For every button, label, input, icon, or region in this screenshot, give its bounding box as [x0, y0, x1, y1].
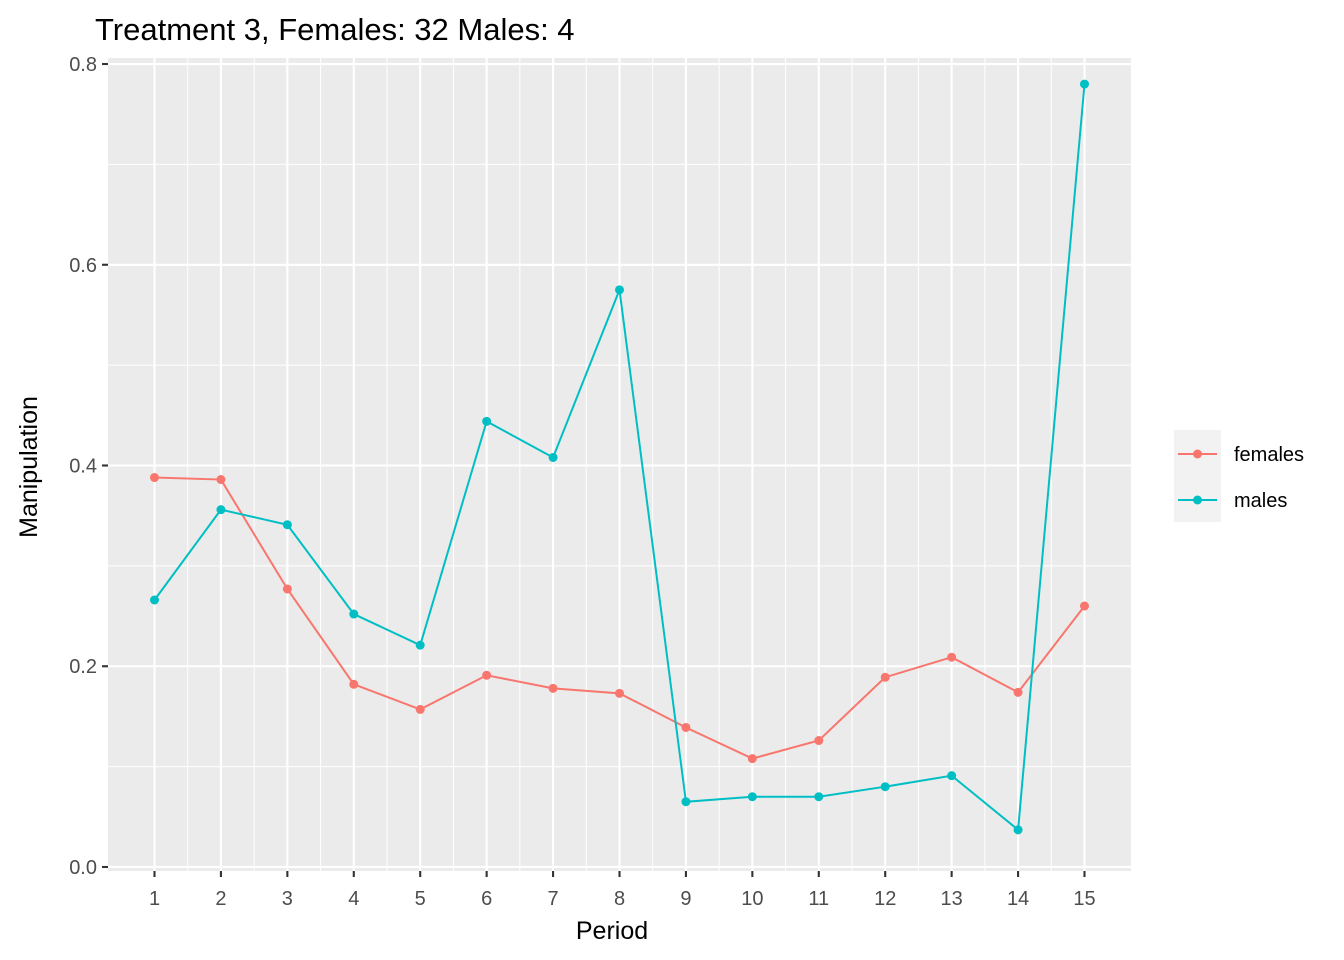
x-tick-label: 2 — [215, 888, 226, 910]
x-tick-label: 12 — [874, 888, 896, 910]
data-point-females — [282, 584, 292, 594]
data-point-females — [1013, 687, 1023, 697]
data-point-males — [216, 505, 226, 515]
y-axis: 0.0 0.2 0.4 0.6 0.8 — [69, 54, 108, 879]
y-tick-label: 0.0 — [69, 857, 97, 879]
legend-key-point-males — [1193, 495, 1202, 505]
grid — [108, 58, 1131, 871]
data-point-females — [947, 652, 957, 662]
data-point-males — [482, 416, 492, 426]
x-tick-label: 9 — [680, 888, 691, 910]
y-tick-label: 0.4 — [69, 456, 97, 478]
data-point-males — [1013, 825, 1023, 835]
x-tick-label: 8 — [614, 888, 625, 910]
data-point-females — [880, 672, 890, 682]
y-tick-label: 0.2 — [69, 656, 97, 678]
x-tick-label: 3 — [282, 888, 293, 910]
data-point-males — [1080, 79, 1089, 89]
data-point-males — [282, 520, 292, 530]
x-axis-title: Period — [576, 917, 648, 945]
legend-key-point-females — [1193, 449, 1202, 459]
data-point-males — [615, 285, 624, 295]
data-point-males — [349, 609, 359, 619]
x-tick-label: 13 — [941, 888, 963, 910]
legend-key-background — [1174, 430, 1221, 522]
data-point-males — [747, 792, 757, 802]
y-tick-label: 0.6 — [69, 255, 97, 277]
data-point-females — [415, 704, 425, 714]
chart-title: Treatment 3, Females: 32 Males: 4 — [95, 12, 575, 47]
x-tick-label: 7 — [548, 888, 559, 910]
data-point-males — [814, 792, 824, 802]
x-tick-label: 6 — [481, 888, 492, 910]
data-point-males — [681, 797, 691, 807]
data-point-females — [681, 722, 691, 732]
x-tick-label: 10 — [741, 888, 763, 910]
data-point-females — [615, 688, 624, 698]
data-point-females — [150, 473, 159, 483]
data-point-males — [415, 640, 425, 650]
data-point-females — [1080, 601, 1089, 611]
x-tick-label: 5 — [415, 888, 426, 910]
data-point-males — [548, 452, 558, 462]
x-tick-label: 15 — [1073, 888, 1095, 910]
data-point-females — [548, 683, 558, 693]
data-point-females — [216, 475, 226, 485]
y-axis-title: Manipulation — [15, 396, 43, 538]
data-point-males — [150, 595, 159, 605]
data-point-males — [947, 771, 957, 781]
x-tick-label: 11 — [808, 888, 829, 910]
data-point-females — [747, 754, 757, 764]
data-point-females — [814, 736, 824, 746]
series-points — [150, 79, 1089, 835]
x-tick-label: 4 — [348, 888, 359, 910]
x-axis: 1 2 3 4 5 6 7 8 9 10 11 12 13 14 15 — [149, 871, 1096, 910]
x-tick-label: 14 — [1007, 888, 1029, 910]
x-tick-label: 1 — [149, 888, 160, 910]
legend-label-females: females — [1234, 444, 1304, 466]
data-point-males — [880, 782, 890, 792]
legend: females males — [1174, 430, 1304, 522]
data-point-females — [482, 670, 492, 680]
legend-label-males: males — [1234, 490, 1287, 512]
data-point-females — [349, 679, 359, 689]
y-tick-label: 0.8 — [69, 54, 97, 76]
